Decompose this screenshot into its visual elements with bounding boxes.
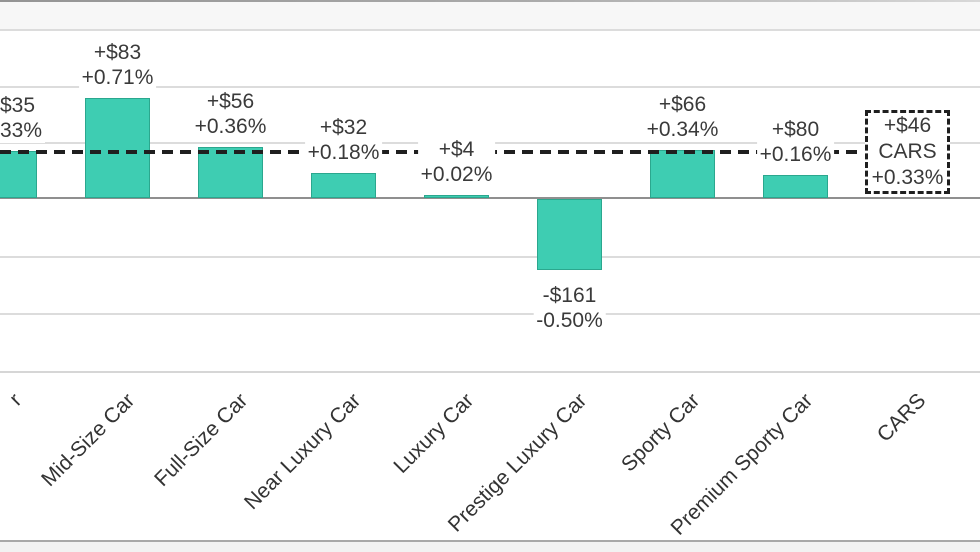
value-label-line: +$80 — [771, 118, 820, 142]
top-divider-line — [0, 0, 980, 2]
plot-area: $35 33% +$83 +0.71% +$56 +0.36% +$32 +0.18% +$4 +… — [0, 29, 980, 540]
value-label-line: +0.02% — [420, 163, 493, 187]
summary-box-line: +0.33% — [871, 166, 944, 189]
value-label-luxury-car: +$4 +0.02% — [417, 137, 496, 188]
value-label-line: +$32 — [319, 115, 368, 139]
bar-prestige-luxury-car — [537, 199, 602, 270]
gridline-4 — [0, 313, 980, 315]
gridline-1 — [0, 86, 980, 88]
value-label-mid-size-car: +$83 +0.71% — [78, 39, 157, 90]
value-label-line: -$161 — [542, 283, 597, 307]
value-label-r: $35 33% — [0, 93, 46, 144]
value-label-prestige-luxury-car: -$161 -0.50% — [533, 282, 606, 333]
cars-summary-box: +$46 CARS +0.33% — [865, 110, 950, 194]
bar-full-size-car — [198, 147, 263, 198]
value-label-line: +0.71% — [81, 65, 154, 89]
gridline-0 — [0, 29, 980, 31]
value-label-line: +0.34% — [646, 118, 719, 142]
value-label-line: +0.16% — [759, 143, 832, 167]
summary-box-line: +$46 — [883, 114, 932, 137]
bar-r — [0, 151, 37, 198]
value-label-line: +$66 — [658, 93, 707, 117]
zero-axis-line — [0, 197, 980, 199]
value-label-full-size-car: +$56 +0.36% — [191, 89, 270, 140]
value-label-near-luxury-car: +$32 +0.18% — [304, 114, 383, 165]
summary-box-line: CARS — [878, 140, 937, 163]
value-label-line: +0.18% — [307, 140, 380, 164]
gridline-3 — [0, 256, 980, 258]
value-label-line: +$4 — [438, 138, 475, 162]
bar-mid-size-car — [85, 97, 150, 198]
value-label-line: +$56 — [206, 90, 255, 114]
value-label-line: $35 — [0, 94, 36, 118]
bar-sporty-car — [650, 150, 715, 198]
value-label-line: +0.36% — [194, 115, 267, 139]
bottom-divider-line — [0, 540, 980, 542]
value-label-line: +$83 — [93, 40, 142, 64]
value-label-line: -0.50% — [536, 308, 603, 332]
value-label-line: 33% — [0, 119, 43, 143]
bar-near-luxury-car — [311, 172, 376, 198]
top-page-band — [0, 2, 980, 29]
bar-premium-sporty-car — [763, 175, 828, 198]
bottom-page-band — [0, 542, 980, 552]
bar-luxury-car — [424, 195, 489, 198]
value-label-premium-sporty-car: +$80 +0.16% — [756, 117, 835, 168]
value-label-sporty-car: +$66 +0.34% — [643, 92, 722, 143]
plot-bottom-spine — [0, 371, 980, 373]
